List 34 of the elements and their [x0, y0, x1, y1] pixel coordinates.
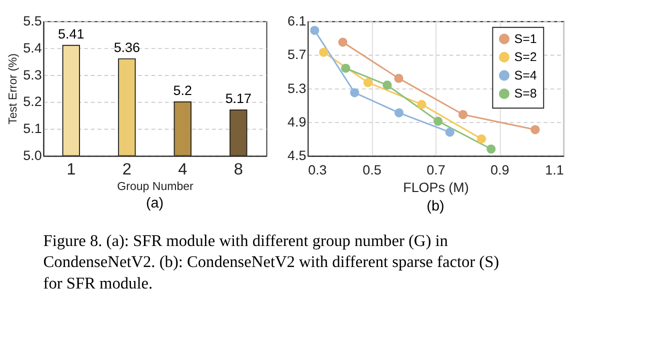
y-tick-label: 5.3 — [287, 80, 306, 96]
data-label: 5.36 — [114, 40, 140, 56]
y-tick-label: 5.1 — [23, 121, 42, 136]
y-axis-title: Test Error (%) — [7, 53, 20, 124]
x-axis-title: FLOPs (M) — [403, 180, 469, 195]
y-tick-label: 5.0 — [23, 148, 42, 164]
y-tick-label: 5.5 — [23, 13, 42, 28]
y-tick-label: 5.4 — [23, 40, 42, 56]
data-label: 5.41 — [58, 26, 84, 42]
y-tick-label: 4.9 — [287, 114, 306, 130]
x-axis-title: Group Number — [117, 180, 194, 193]
x-tick-label: 2 — [122, 160, 132, 178]
x-tick-label: 0.3 — [308, 162, 327, 178]
x-tick-label: 0.7 — [426, 162, 446, 178]
x-tick-label: 0.5 — [362, 162, 382, 178]
legend-label: S=2 — [514, 50, 537, 64]
text: (b) — [426, 198, 444, 215]
legend-label: S=1 — [514, 32, 537, 46]
y-tick-label: 5.2 — [23, 94, 42, 110]
x-tick-label: 1 — [66, 160, 76, 178]
y-tick-label: 4.5 — [287, 148, 306, 164]
x-tick-label: 4 — [178, 160, 188, 178]
caption: Figure 8. (a): SFR module with different group number (G) in CondenseNetV2. (b): CondenseNetV2 with different sparse factor (S) for SFR module. — [43, 231, 500, 292]
y-tick-label: 5.7 — [287, 47, 306, 62]
text: (a) — [146, 196, 164, 212]
legend-label: S=4 — [514, 68, 537, 82]
x-tick-label: 8 — [234, 160, 243, 178]
data-label: 5.17 — [225, 91, 252, 106]
data-label: 5.2 — [173, 83, 192, 98]
x-tick-label: 1.1 — [545, 162, 564, 178]
legend-label: S=8 — [514, 86, 537, 101]
x-tick-label: 0.9 — [490, 162, 510, 178]
y-tick-label: 5.3 — [23, 67, 42, 82]
y-tick-label: 6.1 — [287, 13, 306, 28]
